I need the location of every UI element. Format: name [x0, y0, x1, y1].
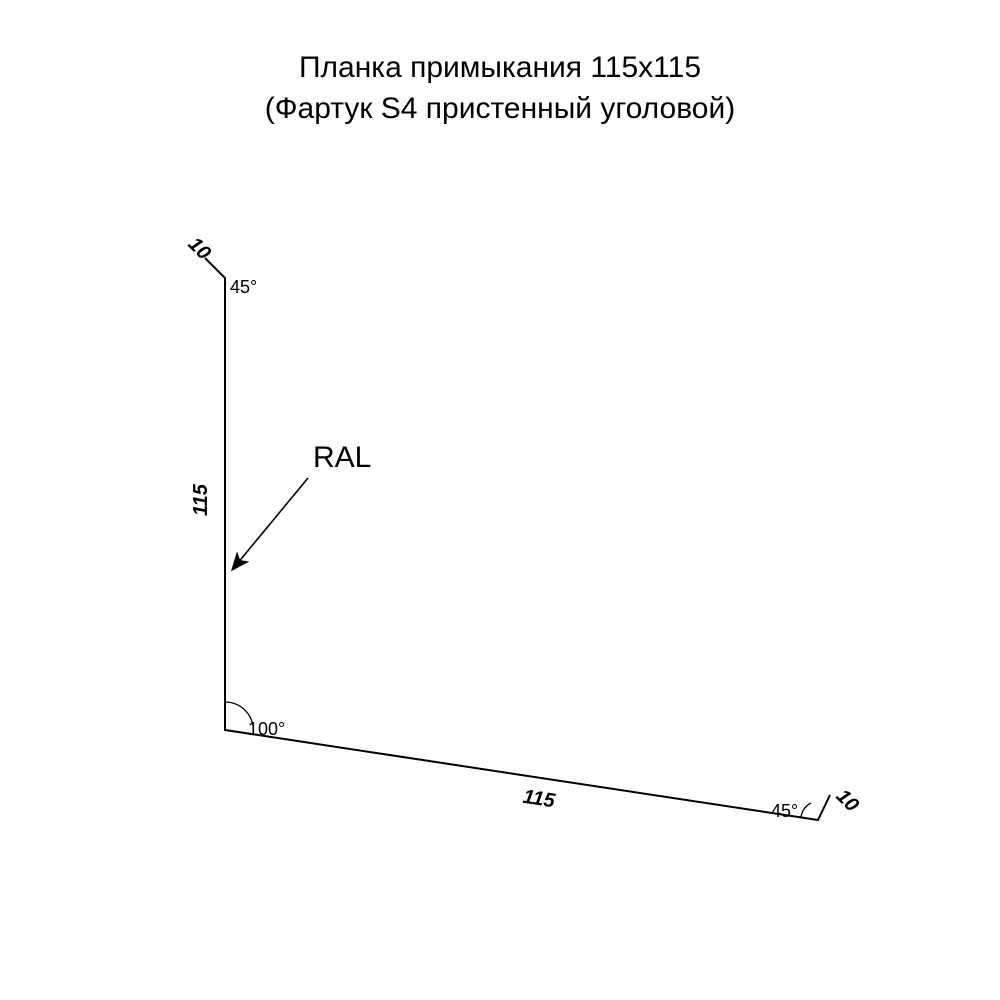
angle-label-right: 45° [771, 801, 798, 821]
ral-label: RAL [313, 441, 371, 474]
angle-arc-right [801, 803, 811, 818]
profile-outline [205, 258, 830, 820]
angle-label-top: 45° [230, 277, 257, 297]
angle-label-corner: 100° [248, 719, 285, 739]
dimension-horizontal: 115 [521, 786, 557, 813]
dimension-right_fold: 10 [832, 785, 863, 816]
profile-diagram: 10 115 115 10 45° 100° 45° RAL [0, 0, 1000, 1000]
dimension-top_fold: 10 [184, 233, 215, 264]
ral-arrow [232, 478, 308, 570]
dimension-vertical: 115 [190, 483, 212, 516]
